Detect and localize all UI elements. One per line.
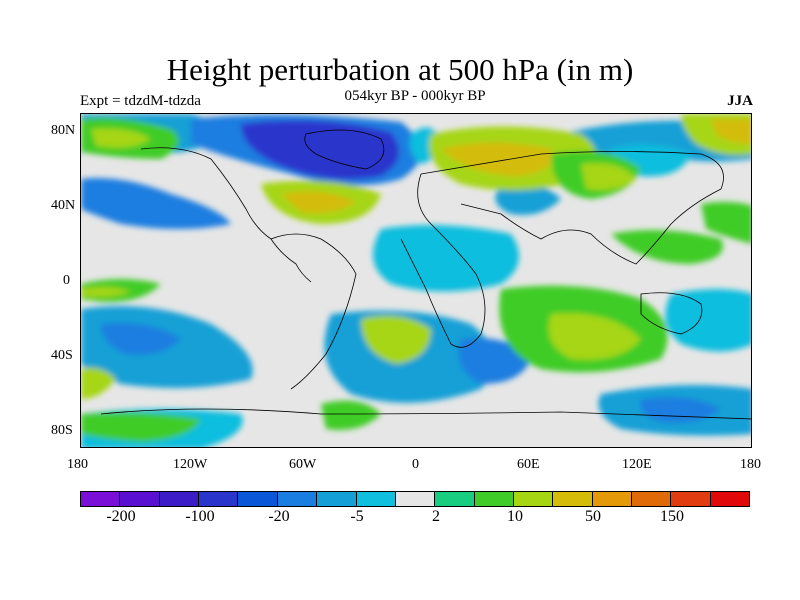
colorbar [80,491,750,507]
colorbar-swatch [395,492,436,506]
lon-label: 180 [67,457,88,472]
lon-label: 180 [740,457,761,472]
colorbar-swatch [277,492,318,506]
colorbar-label: 2 [432,508,440,525]
colorbar-label: -20 [268,508,290,525]
colorbar-label: -200 [106,508,136,525]
lat-label: 80N [51,123,76,138]
contour-region [701,201,751,244]
contour-region [81,412,201,442]
contour-region [81,367,116,399]
contour-region [241,120,399,180]
colorbar-swatch [317,492,357,506]
colorbar-swatch [81,492,121,506]
colorbar-swatch [356,492,396,506]
colorbar-swatch [238,492,278,506]
contour-region [548,313,641,360]
colorbar-swatch [671,492,711,506]
colorbar-swatch [435,492,475,506]
contour-region [611,230,723,264]
lat-label: 40S [51,348,73,363]
contour-region [373,225,519,292]
contour-region [495,183,561,215]
contour-region [665,289,751,352]
lat-label: 80S [51,423,73,438]
coastlines [100,129,751,420]
contour-region [361,315,431,364]
contour-region [321,400,381,430]
season-label: JJA [727,93,753,109]
colorbar-swatch [632,492,672,506]
colorbar-label: -100 [185,508,215,525]
colorbar-label: 150 [660,508,684,525]
contour-fields [81,114,751,447]
colorbar-label: 50 [585,508,601,525]
plot-subtitle: 054kyr BP - 000kyr BP [344,88,486,104]
lon-label: 60E [517,457,540,472]
lon-label: 0 [412,457,419,472]
colorbar-swatch [120,492,160,506]
contour-region [711,119,751,144]
colorbar-label: 10 [507,508,523,525]
contour-region [581,163,636,191]
colorbar-swatch [199,492,239,506]
contour-region [640,396,721,423]
contour-region [91,128,151,148]
contour-map [81,114,751,447]
contour-region [81,287,131,297]
contour-region [281,191,356,213]
plot-title: Height perturbation at 500 hPa (in m) [166,52,634,87]
lat-label: 0 [63,273,70,288]
lon-label: 120E [622,457,652,472]
colorbar-label: -5 [350,508,364,525]
contour-region [458,338,531,384]
colorbar-swatch [513,492,554,506]
colorbar-swatch [159,492,200,506]
lon-label: 60W [289,457,317,472]
lon-label: 120W [173,457,208,472]
contour-region [441,142,553,176]
contour-region [81,178,231,229]
map-panel [80,113,752,448]
experiment-label: Expt = tdzdM-tdzda [80,93,201,109]
colorbar-swatch [710,492,750,506]
colorbar-swatch [553,492,593,506]
colorbar-swatch [592,492,633,506]
colorbar-swatch [474,492,514,506]
lat-label: 40N [51,198,76,213]
contour-region [101,323,181,355]
